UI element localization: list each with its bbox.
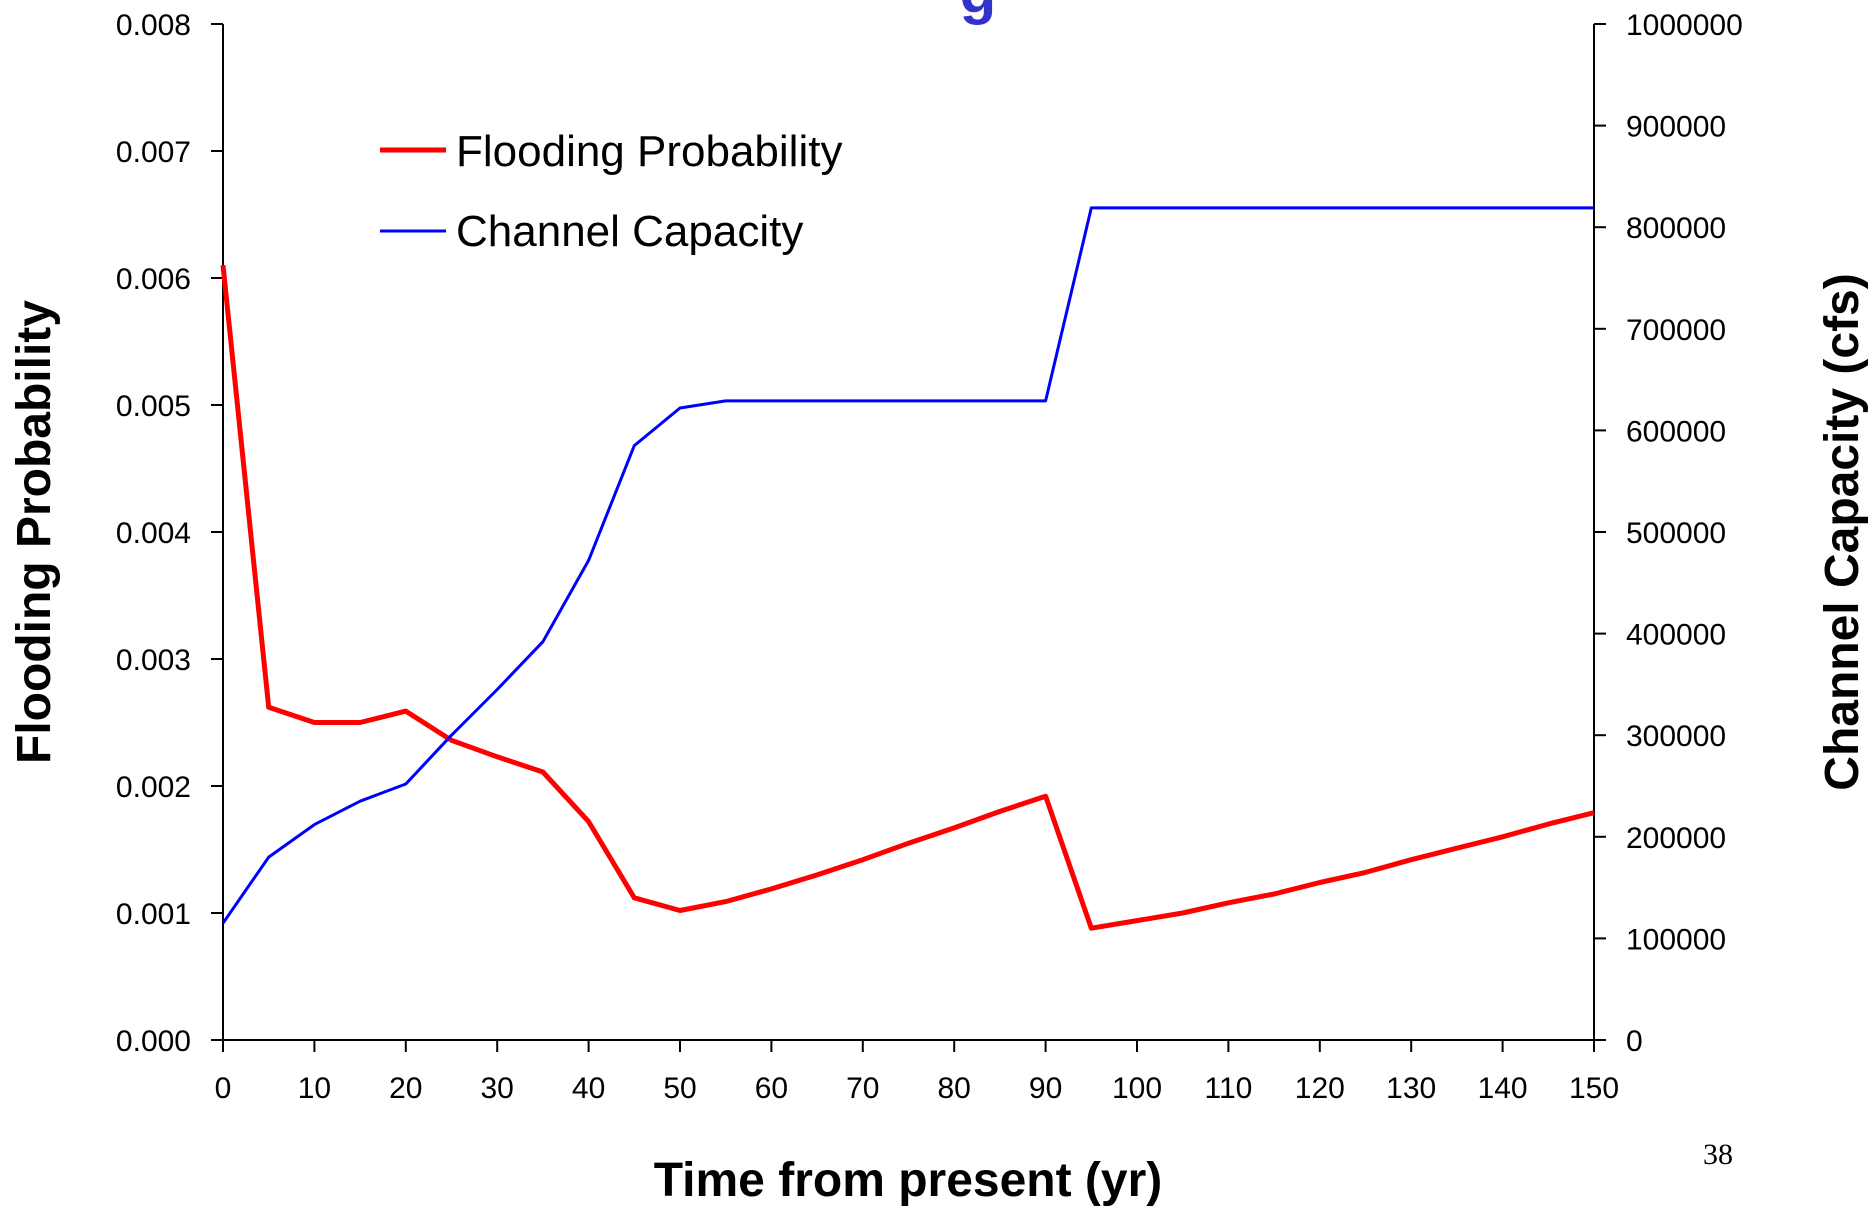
x-tick-label: 0 — [215, 1072, 232, 1105]
x-tick-label: 120 — [1295, 1072, 1345, 1105]
right-y-tick-label: 600000 — [1626, 415, 1726, 448]
legend: Flooding Probability Channel Capacity — [380, 127, 842, 256]
series-group — [220, 206, 1595, 931]
right-y-tick-label: 0 — [1626, 1025, 1643, 1058]
legend-label-flooding-probability: Flooding Probability — [456, 127, 842, 176]
left-y-tick-label: 0.002 — [116, 771, 191, 804]
x-tick-label: 80 — [938, 1072, 971, 1105]
right-y-axis-ticks: 0 100000 200000 300000 400000 500000 600000 700… — [1594, 9, 1743, 1058]
left-y-tick-label: 0.005 — [116, 390, 191, 423]
left-y-tick-label: 0.008 — [116, 9, 191, 42]
right-y-tick-label: 1000000 — [1626, 9, 1743, 42]
x-tick-label: 20 — [389, 1072, 422, 1105]
left-y-tick-label: 0.003 — [116, 644, 191, 677]
x-tick-label: 140 — [1478, 1072, 1528, 1105]
x-tick-label: 100 — [1112, 1072, 1162, 1105]
right-y-tick-label: 500000 — [1626, 517, 1726, 550]
right-y-tick-label: 200000 — [1626, 822, 1726, 855]
left-y-axis-title: Flooding Probability — [8, 300, 61, 764]
legend-label-channel-capacity: Channel Capacity — [456, 207, 803, 256]
right-y-tick-label: 700000 — [1626, 314, 1726, 347]
plot-area — [222, 24, 1595, 1041]
x-tick-label: 50 — [663, 1072, 696, 1105]
right-y-axis-title: Channel Capacity (cfs) — [1816, 273, 1869, 790]
right-y-tick-label: 900000 — [1626, 111, 1726, 144]
x-tick-label: 10 — [298, 1072, 331, 1105]
x-tick-label: 40 — [572, 1072, 605, 1105]
x-axis-title: Time from present (yr) — [654, 1154, 1163, 1207]
left-y-tick-label: 0.004 — [116, 517, 191, 550]
x-tick-label: 130 — [1386, 1072, 1436, 1105]
x-tick-label: 60 — [755, 1072, 788, 1105]
left-y-tick-label: 0.007 — [116, 136, 191, 169]
series-line-flooding-probability — [220, 265, 1595, 931]
left-y-tick-label: 0.001 — [116, 898, 191, 931]
slide-title-fragment: g — [960, 0, 997, 25]
x-tick-label: 90 — [1029, 1072, 1062, 1105]
right-y-tick-label: 300000 — [1626, 720, 1726, 753]
x-tick-label: 30 — [481, 1072, 514, 1105]
left-y-tick-label: 0.000 — [116, 1025, 191, 1058]
right-y-tick-label: 400000 — [1626, 619, 1726, 652]
left-y-tick-label: 0.006 — [116, 263, 191, 296]
x-tick-label: 150 — [1569, 1072, 1619, 1105]
x-tick-label: 70 — [846, 1072, 879, 1105]
x-tick-label: 110 — [1204, 1072, 1252, 1105]
right-y-tick-label: 800000 — [1626, 212, 1726, 245]
series-line-channel-capacity — [221, 206, 1594, 925]
right-y-tick-label: 100000 — [1626, 923, 1726, 956]
page-number: 38 — [1703, 1138, 1733, 1171]
left-y-axis-ticks: 0.000 0.001 0.002 0.003 0.004 0.005 0.006 0.007… — [116, 9, 223, 1058]
x-axis-ticks: 0 10 20 30 40 50 60 70 80 90 100 110 120 130 140 150 — [215, 1040, 1619, 1105]
